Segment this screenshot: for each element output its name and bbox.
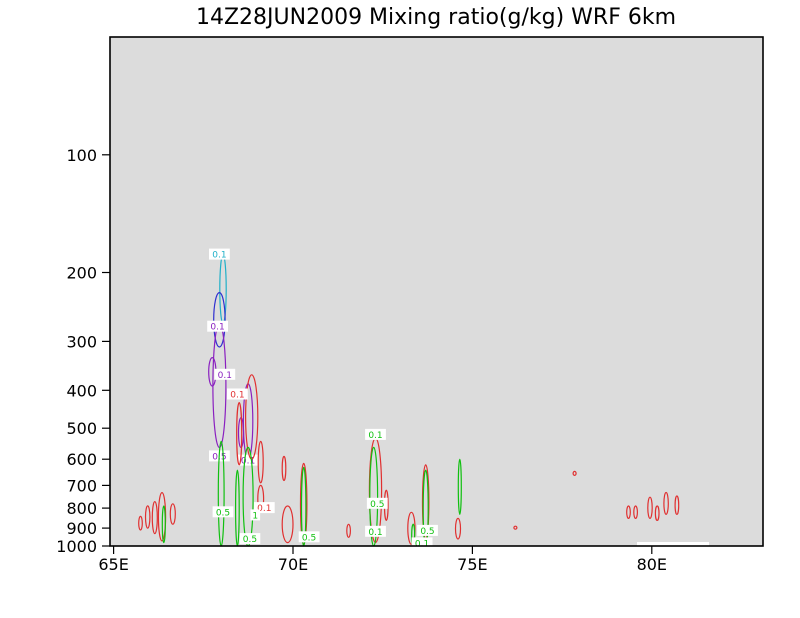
y-tick-label: 700 <box>66 476 97 495</box>
y-tick-label: 1000 <box>56 537 97 556</box>
contour-cell <box>213 291 226 348</box>
contour-cell <box>281 455 287 482</box>
contour-label-bg <box>298 531 320 543</box>
y-tick-label: 300 <box>66 332 97 351</box>
contour-label: 0.5 <box>420 527 434 537</box>
contour-label-bg <box>227 388 248 400</box>
y-tick-label: 500 <box>66 419 97 438</box>
contour-label-bg <box>250 509 261 521</box>
contour-cell <box>572 470 577 476</box>
series-4: 0.1 0.5 1 0.5 0.5 0.5 0.1 0.5 0.1 <box>161 428 462 549</box>
contour-layer: 0.10.10.10.5 0.10.10.10.10.5 10.5 0.50.50.1… <box>138 248 680 549</box>
chart-title: 14Z28JUN2009 Mixing ratio(g/kg) WRF 6km <box>196 5 676 30</box>
contour-cell <box>626 505 631 519</box>
contour-cell <box>281 505 294 544</box>
plot-frame <box>109 36 764 547</box>
y-tick-label: 200 <box>66 264 97 283</box>
contour-label-bg <box>212 506 234 518</box>
contour-label: 0.1 <box>368 528 382 538</box>
contour-cell <box>257 440 264 484</box>
contour-label-bg <box>366 497 388 509</box>
contour-label-bg <box>253 502 275 514</box>
x-tick-label: 70E <box>278 555 308 574</box>
contour-cell <box>299 462 308 545</box>
contour-label-bg <box>417 524 438 536</box>
plot-area <box>110 37 763 546</box>
contour-cell <box>654 505 660 521</box>
x-tick-label: 75E <box>457 555 487 574</box>
contour-cell <box>513 525 518 530</box>
contour-cell <box>236 402 243 466</box>
contour-cell <box>151 500 158 535</box>
y-tick-label: 400 <box>66 381 97 400</box>
contour-label-bg <box>237 454 259 466</box>
contour-label-bg <box>239 533 261 545</box>
x-tick-label: 65E <box>98 555 128 574</box>
contour-label: 0.1 <box>218 371 232 381</box>
contour-label: 0.5 <box>302 533 316 543</box>
contour-label-bg <box>214 368 236 380</box>
contour-label-bg <box>365 428 386 440</box>
contour-cell <box>169 503 176 525</box>
contour-label: 0.1 <box>210 323 224 333</box>
contour-cell <box>346 523 352 538</box>
contour-label-bg <box>365 525 386 537</box>
contour-label-bg <box>411 537 433 549</box>
x-tick-label: 80E <box>637 555 667 574</box>
contour-cell <box>633 505 638 519</box>
y-tick-label: 600 <box>66 450 97 469</box>
contour-cell <box>647 496 653 519</box>
contour-cell <box>144 505 151 529</box>
y-tick-label: 100 <box>66 146 97 165</box>
contour-label: 0.1 <box>212 251 226 261</box>
contour-label: 1 <box>252 511 258 521</box>
contour-label-bg <box>207 320 228 332</box>
contour-cell <box>663 491 669 515</box>
contour-cell <box>454 517 462 540</box>
contour-label: 0.1 <box>257 504 271 514</box>
contour-label: 0.1 <box>415 539 429 549</box>
contour-cell <box>674 495 680 515</box>
contour-label: 0.1 <box>368 431 382 441</box>
series-1 <box>213 291 226 348</box>
contour-label: 0.1 <box>230 391 244 401</box>
contour-label: 0.5 <box>243 535 257 545</box>
contour-label: 0.1 <box>241 457 255 467</box>
contour-label: 0.5 <box>370 500 384 510</box>
contour-cell <box>161 505 166 544</box>
contour-cell <box>138 515 143 531</box>
contour-cell <box>457 458 462 515</box>
terrain-strip <box>637 542 709 546</box>
y-tick-label: 900 <box>66 519 97 538</box>
y-tick-label: 800 <box>66 499 97 518</box>
contour-label-bg <box>209 248 230 260</box>
contour-label: 0.5 <box>216 508 230 518</box>
